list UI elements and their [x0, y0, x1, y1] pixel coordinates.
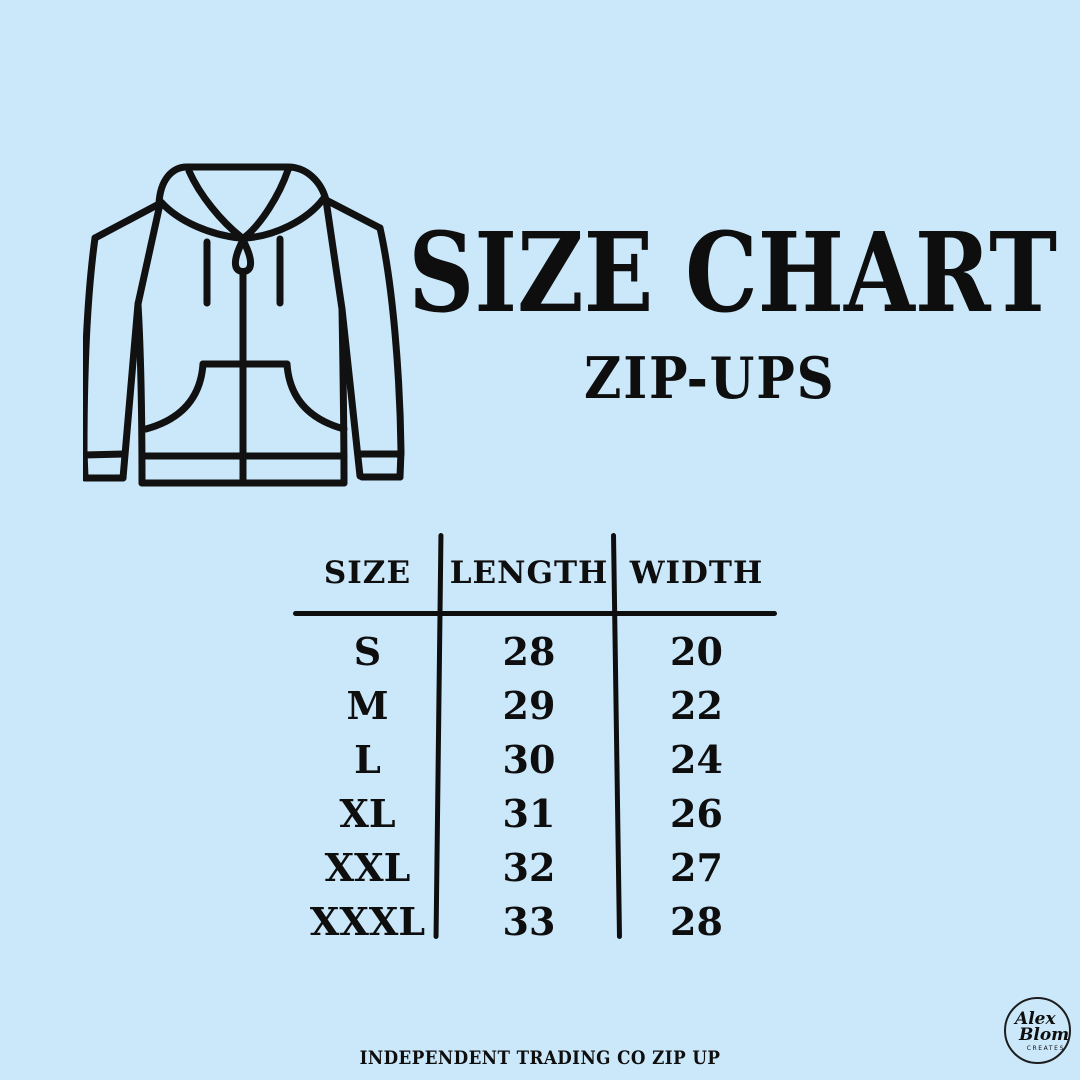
footer-caption: INDEPENDENT TRADING CO ZIP UP — [0, 1049, 1080, 1068]
size-table: SIZE LENGTH WIDTH S 28 20 M 29 22 L 30 2… — [293, 532, 777, 948]
footer-caption-text: INDEPENDENT TRADING CO ZIP UP — [359, 1047, 721, 1069]
column-header-length: LENGTH — [449, 555, 609, 591]
logo-tagline: CREATES — [1026, 1045, 1065, 1052]
width-cell: 24 — [670, 736, 723, 782]
table-body: S 28 20 M 29 22 L 30 24 XL 31 26 XXL 32 — [295, 613, 775, 948]
width-cell: 26 — [670, 790, 723, 836]
page-title-text: SIZE CHART — [408, 208, 1058, 337]
table-row: XL 31 26 — [295, 786, 775, 840]
size-cell: L — [354, 736, 381, 782]
table-row: M 29 22 — [295, 678, 775, 732]
column-header-size: SIZE — [323, 555, 412, 591]
table-row: S 28 20 — [295, 624, 775, 678]
size-cell: XXL — [324, 844, 411, 890]
width-cell: 20 — [670, 628, 723, 674]
alex-blom-creates-logo: Alex Blom CREATES — [1004, 997, 1071, 1064]
page-subtitle: ZIP-UPS — [410, 350, 1010, 407]
column-header-width: WIDTH — [629, 555, 764, 591]
length-cell: 29 — [502, 682, 556, 728]
logo-name-line1: Alex — [1015, 1009, 1056, 1029]
size-cell: M — [346, 682, 389, 728]
logo-name-line2: Blom — [1019, 1025, 1070, 1045]
page-title: SIZE CHART — [342, 218, 1080, 328]
page-subtitle-text: ZIP-UPS — [584, 345, 836, 412]
length-cell: 31 — [502, 790, 556, 836]
width-cell: 22 — [670, 682, 723, 728]
length-cell: 33 — [502, 898, 556, 944]
table-row: XXXL 33 28 — [295, 894, 775, 948]
width-cell: 28 — [670, 898, 723, 944]
size-cell: XXXL — [309, 898, 426, 944]
table-header-row: SIZE LENGTH WIDTH — [295, 533, 775, 613]
length-cell: 32 — [502, 844, 556, 890]
width-cell: 27 — [670, 844, 723, 890]
table-row: XXL 32 27 — [295, 840, 775, 894]
length-cell: 30 — [502, 736, 556, 782]
length-cell: 28 — [502, 628, 556, 674]
size-cell: S — [353, 628, 382, 674]
zip-up-hoodie-icon — [83, 163, 405, 487]
size-cell: XL — [339, 790, 396, 836]
table-row: L 30 24 — [295, 732, 775, 786]
table-rule-horizontal — [293, 611, 777, 616]
